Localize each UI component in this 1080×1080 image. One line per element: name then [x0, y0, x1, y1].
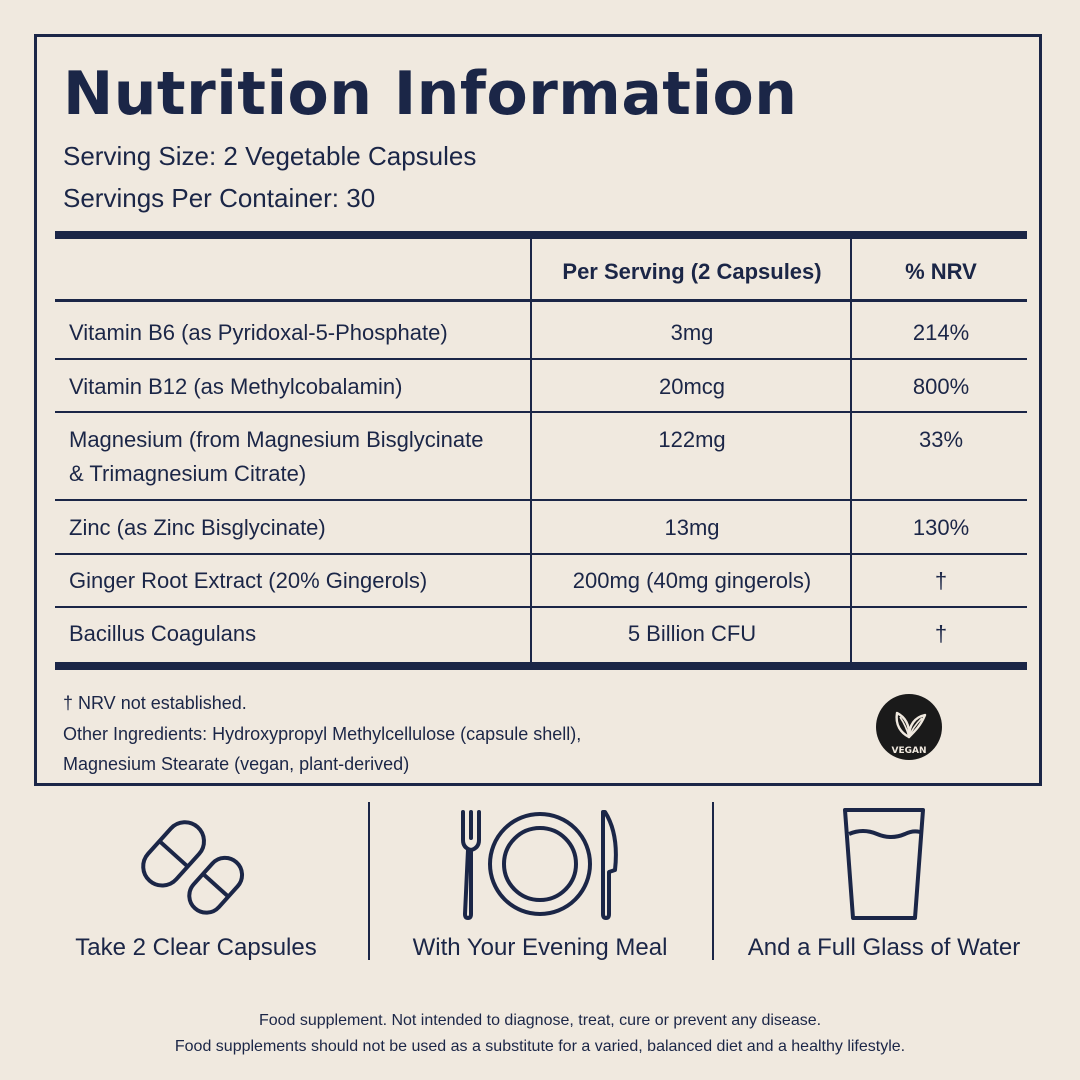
table-bottom-rule	[55, 662, 1027, 670]
nutrient-nrv: 800%	[912, 374, 970, 399]
step-capsules: Take 2 Clear Capsules	[26, 800, 366, 1000]
column-header-per-serving: Per Serving (2 Capsules)	[562, 259, 822, 284]
nutrient-amount: 3mg	[670, 320, 714, 345]
step-water: And a Full Glass of Water	[714, 800, 1054, 1000]
disclaimer: Food supplement. Not intended to diagnos…	[258, 1012, 822, 1029]
vegan-label: VEGAN	[892, 746, 927, 756]
page-title: Nutrition Information	[63, 59, 798, 129]
nutrition-panel: Nutrition Information Serving Size: 2 Ve…	[34, 34, 1042, 786]
disclaimer-continued: Food supplements should not be used as a…	[174, 1038, 906, 1055]
step-label: Take 2 Clear Capsules	[75, 934, 317, 961]
nutrient-nrv: †	[934, 621, 948, 646]
column-divider	[530, 239, 532, 662]
table-top-rule	[55, 231, 1027, 239]
nutrient-nrv: 33%	[918, 427, 964, 452]
other-ingredients-continued: Magnesium Stearate (vegan, plant-derived…	[63, 754, 410, 774]
nutrient-amount: 5 Billion CFU	[627, 621, 757, 646]
nutrient-name: Bacillus Coagulans	[69, 621, 257, 646]
nutrient-name-continued: & Trimagnesium Citrate)	[69, 461, 307, 486]
step-label: With Your Evening Meal	[412, 934, 668, 961]
nutrient-amount: 200mg (40mg gingerols)	[572, 568, 812, 593]
nrv-footnote: † NRV not established.	[63, 693, 247, 713]
step-divider	[368, 802, 370, 960]
nutrient-amount: 122mg	[658, 427, 726, 452]
nutrient-name: Vitamin B6 (as Pyridoxal-5-Phosphate)	[69, 320, 448, 345]
step-meal: With Your Evening Meal	[370, 800, 710, 1000]
other-ingredients: Other Ingredients: Hydroxypropyl Methylc…	[63, 724, 582, 744]
water-glass-icon	[843, 808, 925, 920]
nutrient-nrv: †	[934, 568, 948, 593]
nutrient-name: Ginger Root Extract (20% Gingerols)	[69, 568, 428, 593]
row-divider	[55, 553, 1027, 555]
servings-per-container: Servings Per Container: 30	[63, 183, 376, 213]
nutrient-nrv: 214%	[912, 320, 970, 345]
column-header-nrv: % NRV	[905, 259, 977, 284]
row-divider	[55, 411, 1027, 413]
step-label: And a Full Glass of Water	[747, 934, 1021, 961]
row-divider	[55, 358, 1027, 360]
table-header-rule	[55, 299, 1027, 302]
step-divider	[712, 802, 714, 960]
column-divider	[850, 239, 852, 662]
capsules-icon	[141, 820, 245, 915]
nutrient-name: Vitamin B12 (as Methylcobalamin)	[69, 374, 403, 399]
vegan-badge: VEGAN	[875, 693, 943, 761]
row-divider	[55, 606, 1027, 608]
row-divider	[55, 499, 1027, 501]
leaf-icon: VEGAN	[876, 694, 942, 760]
plate-cutlery-icon	[461, 810, 618, 920]
nutrient-name: Magnesium (from Magnesium Bisglycinate	[69, 427, 484, 452]
nutrient-name: Zinc (as Zinc Bisglycinate)	[69, 515, 326, 540]
nutrient-amount: 13mg	[664, 515, 720, 540]
nutrient-nrv: 130%	[912, 515, 970, 540]
nutrient-amount: 20mcg	[658, 374, 726, 399]
serving-size: Serving Size: 2 Vegetable Capsules	[63, 141, 477, 171]
